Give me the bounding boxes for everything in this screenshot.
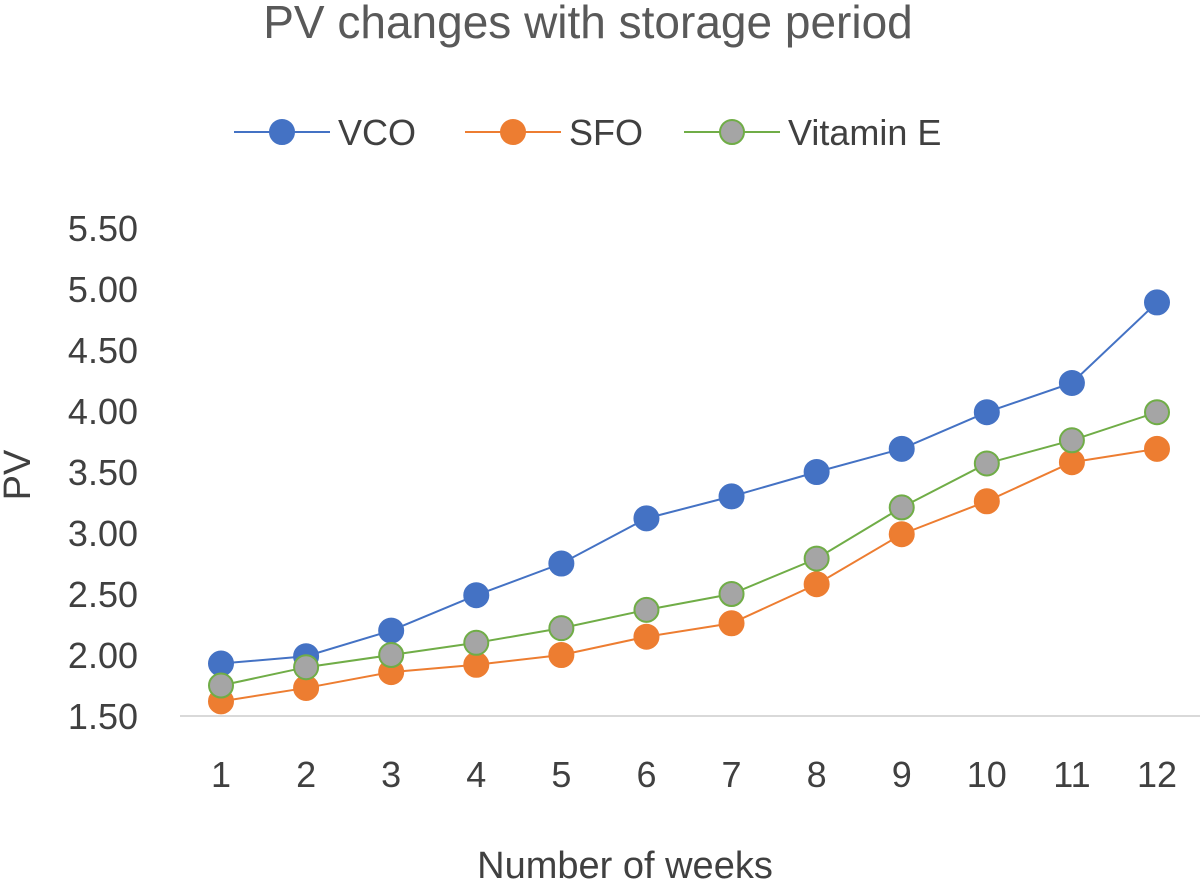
data-point [973,399,1000,426]
data-point [1144,289,1170,316]
data-point [208,650,234,677]
data-point [888,435,915,462]
y-tick-label: 5.00 [68,269,138,310]
data-point [803,545,830,572]
data-point [1058,369,1085,396]
data-point [1058,449,1085,476]
y-axis-label: PV [0,449,39,500]
y-tick-label: 3.00 [68,513,138,554]
legend-marker [719,119,745,145]
data-point [378,642,405,668]
data-point [803,459,830,485]
x-tick-label: 6 [636,754,656,795]
data-point [888,494,915,521]
x-tick-label: 4 [466,754,486,795]
data-point [718,581,745,607]
y-axis: 1.50 2.00 2.50 3.00 3.50 4.00 4.50 5.00 5.50 [68,208,138,737]
x-tick-label: 9 [892,754,912,795]
data-point [973,450,1000,477]
x-tick-label: 11 [1053,754,1090,795]
data-point [548,615,575,642]
data-point [293,654,320,681]
legend-marker [500,119,526,145]
data-point [1058,427,1085,454]
x-tick-label: 3 [381,754,401,795]
legend-label: VCO [338,112,416,153]
y-tick-label: 4.00 [68,391,138,432]
legend-item: VCO [234,112,416,153]
data-point [463,629,490,656]
data-point [888,521,915,548]
data-point [718,483,745,510]
series-sfo [208,435,1170,715]
legend-marker [269,119,295,145]
series-layer [208,289,1170,715]
data-point [633,596,660,623]
legend-label: Vitamin E [788,112,941,153]
x-tick-label: 10 [967,754,1007,795]
y-tick-label: 2.00 [68,635,138,676]
data-point [378,617,405,644]
series-line [220,447,1158,703]
y-tick-label: 3.50 [68,452,138,493]
series-vco [208,289,1170,677]
data-point [548,550,575,577]
legend-item: Vitamin E [684,112,941,153]
data-point [208,672,234,699]
data-point [973,488,1000,515]
data-point [633,623,660,650]
chart-title: PV changes with storage period [263,0,913,48]
y-tick-label: 4.50 [68,330,138,371]
data-point [463,651,490,678]
data-point [718,610,745,637]
series-vitamin-e [208,399,1170,699]
legend-label: SFO [569,112,643,153]
y-tick-label: 1.50 [68,696,138,737]
x-tick-label: 1 [211,754,231,795]
x-tick-label: 5 [551,754,571,795]
data-point [803,571,830,598]
data-point [548,642,575,668]
data-point [1144,399,1170,426]
legend: VCO SFO Vitamin E [234,112,941,153]
y-tick-label: 2.50 [68,574,138,615]
data-point [1144,435,1170,462]
x-tick-label: 12 [1137,754,1177,795]
data-point [633,505,660,532]
data-point [463,582,490,609]
x-tick-label: 2 [296,754,316,795]
x-tick-label: 7 [722,754,742,795]
series-line [220,301,1158,665]
series-line [220,411,1158,687]
x-tick-label: 8 [807,754,827,795]
legend-item: SFO [465,112,643,153]
x-axis-label: Number of weeks [477,845,773,887]
x-axis: 1 2 3 4 5 6 7 8 9 10 11 12 [211,754,1177,795]
y-tick-label: 5.50 [68,208,138,249]
